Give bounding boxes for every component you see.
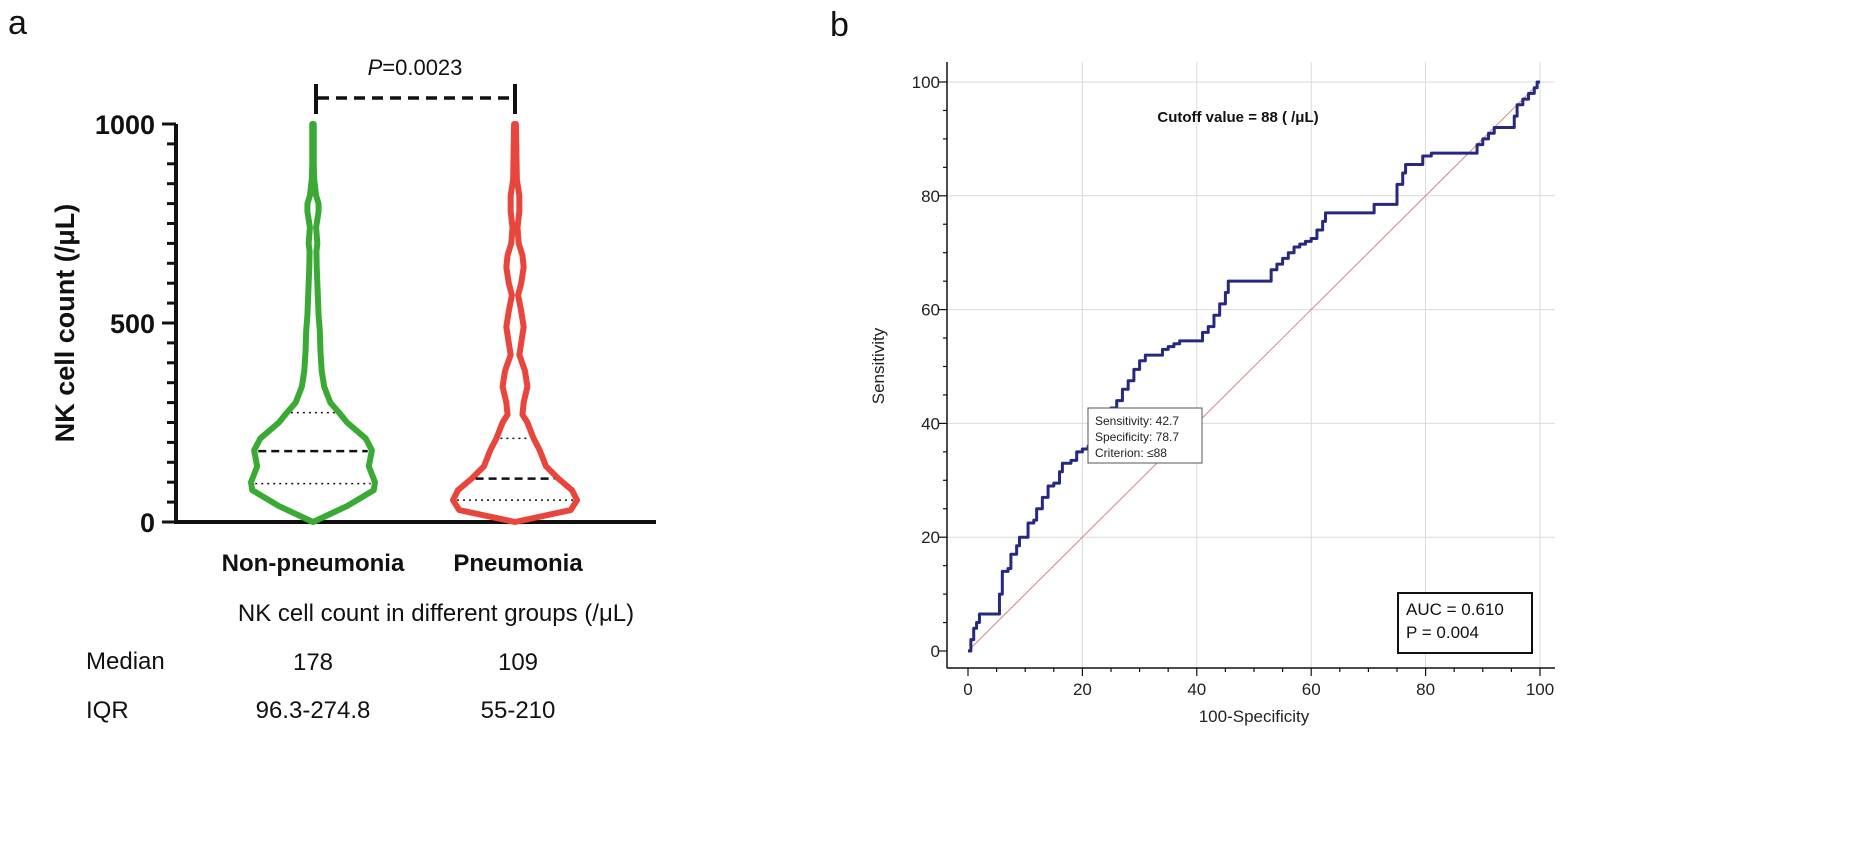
iqr-non-pneumonia: 96.3-274.8: [256, 697, 371, 724]
auc-p-value: P = 0.004: [1406, 623, 1479, 642]
p-value-label: P=0.0023: [368, 55, 463, 80]
tooltip-specificity: Specificity: 78.7: [1095, 430, 1179, 444]
panel-a-label: a: [8, 4, 27, 42]
violin-y-tick-label: 500: [110, 309, 155, 339]
roc-y-tick-label: 40: [921, 414, 940, 433]
violin-y-ticks: 0 500 1000: [95, 110, 176, 538]
category-label-pneumonia: Pneumonia: [453, 550, 583, 577]
median-non-pneumonia: 178: [293, 649, 333, 676]
roc-y-tick-label: 80: [921, 187, 940, 206]
panel-b: b 0 20 40 60 80 100 0 20 40 60 80 100 100-Specifici…: [830, 6, 1555, 726]
violin-y-axis-title: NK cell count (/μL): [50, 204, 80, 443]
violins: [248, 121, 580, 525]
summary-row-label-iqr: IQR: [86, 697, 129, 724]
cutoff-tooltip-box: [1087, 407, 1203, 464]
auc-stats-frame: [1397, 592, 1533, 654]
significance-bracket: P=0.0023: [314, 55, 517, 114]
roc-y-tick-label: 100: [912, 73, 940, 92]
roc-x-tick-label: 40: [1187, 680, 1206, 699]
roc-x-tick-label: 20: [1073, 680, 1092, 699]
tooltip-criterion: Criterion: ≤88: [1095, 446, 1167, 460]
roc-y-tick-label: 20: [921, 528, 940, 547]
roc-y-tick-label: 60: [921, 301, 940, 320]
roc-x-tick-label: 60: [1302, 680, 1321, 699]
violin-pneumonia: [450, 121, 580, 525]
roc-y-axis-title: Sensitivity: [869, 327, 888, 404]
roc-x-tick-label: 100: [1526, 680, 1554, 699]
roc-x-axis-title: 100-Specificity: [1199, 707, 1310, 726]
violin-y-tick-label: 1000: [95, 110, 155, 140]
panel-b-label: b: [830, 6, 849, 44]
violin-non-pneumonia: [248, 121, 378, 525]
violin-y-tick-label: 0: [140, 508, 155, 538]
iqr-pneumonia: 55-210: [481, 697, 556, 724]
violin-caption: NK cell count in different groups (/μL): [238, 600, 634, 627]
tooltip-sensitivity: Sensitivity: 42.7: [1095, 414, 1179, 428]
cutoff-annotation: Cutoff value = 88 ( /μL): [1157, 109, 1318, 126]
roc-gridlines: [947, 62, 1555, 668]
auc-stats-box: AUC = 0.610 P = 0.004: [1397, 592, 1533, 654]
cutoff-tooltip: Sensitivity: 42.7 Specificity: 78.7 Crit…: [1087, 407, 1203, 464]
auc-value: AUC = 0.610: [1406, 600, 1504, 619]
category-label-non-pneumonia: Non-pneumonia: [222, 550, 405, 577]
roc-x-tick-label: 0: [963, 680, 972, 699]
roc-x-tick-label: 80: [1416, 680, 1435, 699]
roc-ticks: 0 20 40 60 80 100 0 20 40 60 80 100: [912, 73, 1555, 699]
roc-curve: [968, 80, 1540, 653]
summary-row-label-median: Median: [86, 648, 165, 675]
summary-table: Median 178 109 IQR 96.3-274.8 55-210: [86, 648, 555, 724]
roc-y-tick-label: 0: [931, 642, 940, 661]
median-pneumonia: 109: [498, 649, 538, 676]
roc-reference-line: [967, 81, 1541, 652]
